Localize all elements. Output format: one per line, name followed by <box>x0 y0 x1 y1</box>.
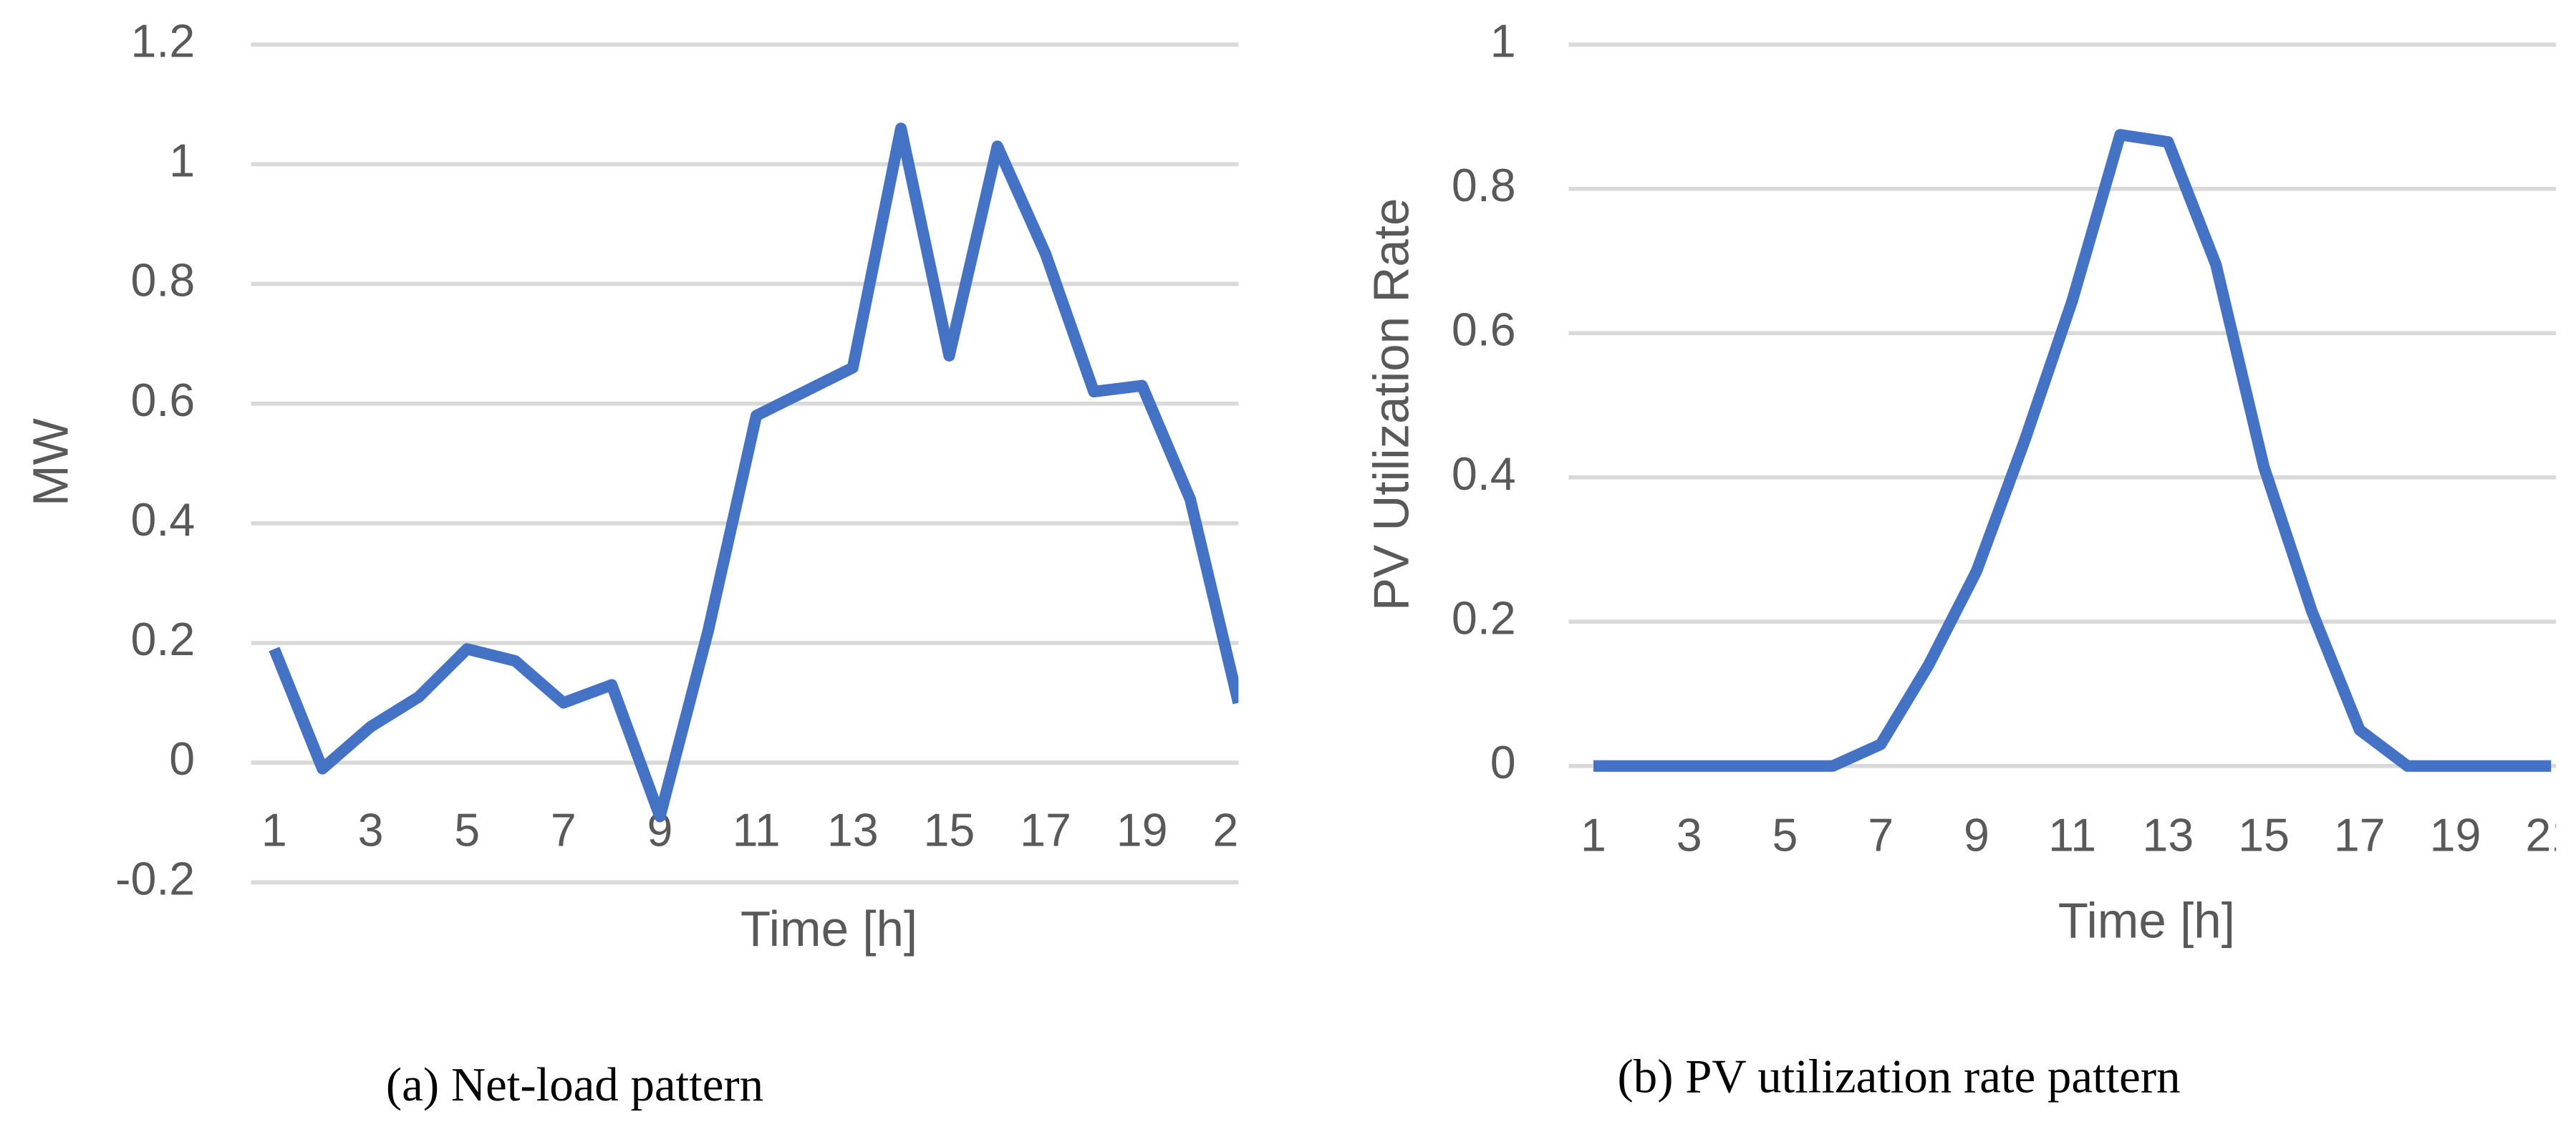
y-tick-label: 0.8 <box>130 255 195 306</box>
x-tick-label: 21 <box>1212 804 1264 856</box>
x-tick-label: 9 <box>1964 809 1989 861</box>
x-tick-label: 3 <box>1677 809 1702 861</box>
x-tick-label: 3 <box>358 804 384 856</box>
y-tick-label: 1.2 <box>130 15 195 67</box>
y-tick-label: 1 <box>1490 15 1516 67</box>
y-tick-label: -0.2 <box>115 853 195 904</box>
y-tick-label: 0.4 <box>130 494 195 546</box>
x-tick-label: 1 <box>1581 809 1606 861</box>
x-tick-label: 5 <box>454 804 480 856</box>
y-tick-label: 0 <box>169 733 195 785</box>
x-tick-label: 11 <box>2048 809 2096 861</box>
y-tick-label: 1 <box>169 135 195 186</box>
data-line <box>1593 129 2552 772</box>
x-tick-label: 19 <box>1116 804 1168 856</box>
x-tick-label: 17 <box>2334 809 2386 861</box>
x-tick-label: 13 <box>2142 809 2194 861</box>
data-line <box>269 122 1239 823</box>
y-tick-label: 0.2 <box>130 614 195 665</box>
x-tick-label: 19 <box>2430 809 2481 861</box>
x-tick-label: 11 <box>733 804 781 856</box>
x-axis-title: Time [h] <box>2058 892 2235 948</box>
x-tick-label: 1 <box>261 804 287 856</box>
x-tick-label: 7 <box>551 804 577 856</box>
y-tick-label: 0.2 <box>1452 592 1516 644</box>
x-tick-label: 5 <box>1772 809 1798 861</box>
y-tick-label: 0.8 <box>1452 160 1516 211</box>
y-tick-label: 0.6 <box>130 374 195 426</box>
x-tick-label: 7 <box>1868 809 1894 861</box>
x-tick-label: 17 <box>1020 804 1071 856</box>
x-tick-label: 15 <box>924 804 975 856</box>
x-tick-label: 15 <box>2238 809 2290 861</box>
x-tick-label: 13 <box>827 804 879 856</box>
plot-area: 1 3 5 7 9 11 13 15 17 19 21 <box>261 122 1264 856</box>
y-axis-title: PV Utilization Rate <box>1364 198 1419 611</box>
y-axis-title: MW <box>23 417 79 506</box>
caption: (b) PV utilization rate pattern <box>1618 1050 2181 1103</box>
x-axis-title: Time [h] <box>741 901 917 957</box>
y-tick-label: 0.6 <box>1452 304 1516 355</box>
y-tick-label: 0.4 <box>1452 448 1516 500</box>
caption: (a) Net-load pattern <box>386 1058 763 1111</box>
x-tick-label: 21 <box>2525 809 2576 861</box>
plot-area: 1 3 5 7 9 11 13 15 17 19 21 <box>1581 129 2576 861</box>
y-tick-label: 0 <box>1490 737 1516 788</box>
